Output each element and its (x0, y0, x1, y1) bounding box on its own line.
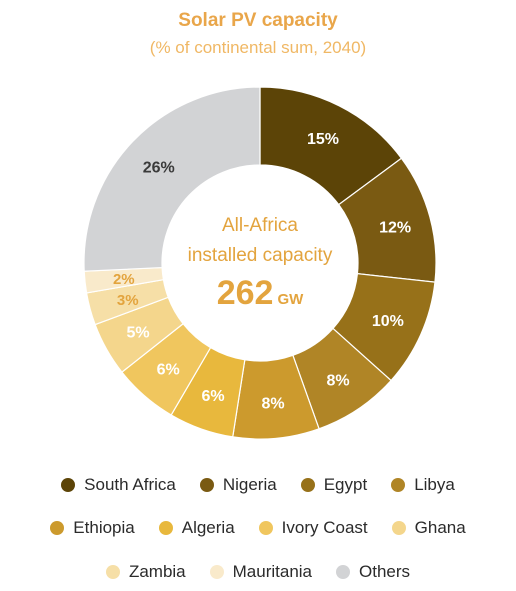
legend-label: Others (359, 562, 411, 581)
slice-label-nigeria: 12% (379, 219, 411, 236)
legend-label: Mauritania (232, 562, 313, 581)
legend-swatch (209, 565, 224, 579)
legend-label: Ivory Coast (281, 518, 368, 537)
slice-label-others: 26% (143, 159, 175, 176)
legend-label: Algeria (181, 518, 235, 537)
legend-item-ivory-coast: Ivory Coast (258, 518, 368, 538)
legend-item-ghana: Ghana (391, 518, 466, 538)
center-total-unit: GW (277, 291, 304, 308)
center-label-line2: installed capacity (188, 245, 333, 266)
legend-swatch (391, 521, 406, 535)
legend-item-algeria: Algeria (158, 518, 235, 538)
legend-swatch (105, 565, 120, 579)
center-label-line1: All-Africa (222, 215, 298, 236)
legend-item-zambia: Zambia (105, 562, 186, 582)
legend-item-libya: Libya (391, 475, 455, 495)
legend-row: Zambia Mauritania Others (0, 562, 516, 582)
legend-item-mauritania: Mauritania (209, 562, 313, 582)
chart-title: Solar PV capacity (178, 10, 338, 31)
legend-item-egypt: Egypt (300, 475, 368, 495)
legend-label: Ghana (414, 518, 466, 537)
slice-label-egypt: 10% (372, 313, 404, 330)
slice-others (83, 86, 261, 272)
legend-label: Egypt (323, 475, 368, 494)
legend-label: Ethiopia (73, 518, 135, 537)
legend-label: Nigeria (222, 475, 277, 494)
legend-label: Zambia (128, 562, 186, 581)
chart-subtitle: (% of continental sum, 2040) (149, 38, 367, 57)
legend-row: Ethiopia Algeria Ivory Coast Ghana (0, 518, 516, 538)
slice-label-south-africa: 15% (307, 131, 339, 148)
legend-row: South Africa Nigeria Egypt Libya (0, 475, 516, 495)
slice-label-mauritania: 2% (113, 271, 135, 288)
legend-swatch (300, 478, 315, 492)
legend-item-ethiopia: Ethiopia (50, 518, 135, 538)
slice-label-libya: 8% (326, 372, 349, 389)
slice-label-ghana: 5% (126, 325, 149, 342)
center-total-value: 262 GW (217, 274, 304, 312)
legend-swatch (50, 521, 65, 535)
legend-swatch (336, 565, 351, 579)
legend-item-south-africa: South Africa (61, 475, 176, 495)
legend-swatch (158, 521, 173, 535)
slice-label-zambia: 3% (117, 292, 139, 309)
slice-label-ethiopia: 8% (261, 395, 284, 412)
center-total-number: 262 (217, 274, 274, 312)
legend-swatch (199, 478, 214, 492)
slice-label-algeria: 6% (201, 388, 224, 405)
legend-swatch (391, 478, 406, 492)
slice-label-ivory-coast: 6% (157, 362, 180, 379)
legend-item-others: Others (336, 562, 410, 582)
donut-chart: 15% 12% 10% 8% 8% 6% 6% 5% 3% 2% 26% All-Africa inst… (83, 86, 437, 440)
legend-label: Libya (414, 475, 455, 494)
legend-item-nigeria: Nigeria (199, 475, 277, 495)
legend-label: South Africa (84, 475, 176, 494)
legend-swatch (61, 478, 76, 492)
legend-swatch (258, 521, 273, 535)
